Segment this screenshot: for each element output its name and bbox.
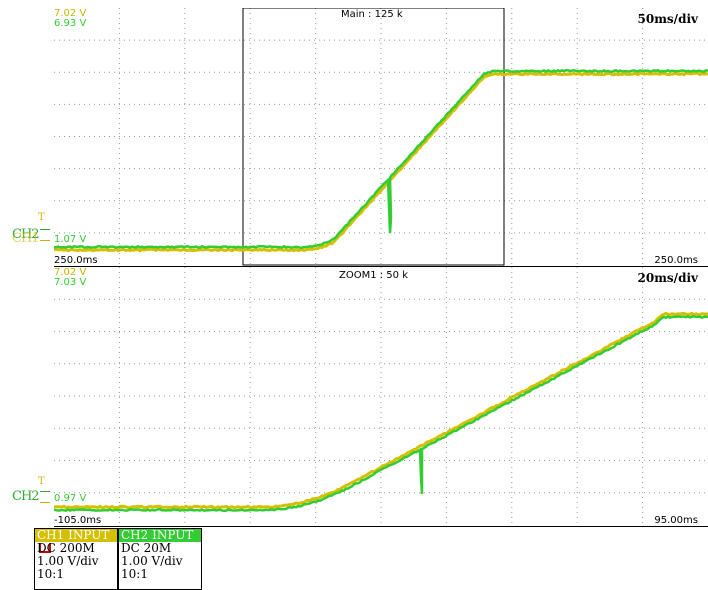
main-grid bbox=[54, 8, 708, 265]
zoom-ch2-tag: CH2 bbox=[12, 489, 39, 504]
ch2-input-box[interactable]: CH2 INPUT DC 20M 1.00 V/div 10:1 bbox=[118, 528, 202, 590]
zoom-waveform-panel[interactable]: 7.02 V 7.03 V ZOOM1 : 50 k 20ms/div 0.97… bbox=[54, 267, 708, 527]
main-ch1-trace bbox=[54, 73, 708, 250]
ch1-input-box[interactable]: CH1 INPUT DC 200M 1.00 V/div 10:1 bbox=[34, 528, 118, 590]
ch1-header-label: CH1 INPUT bbox=[37, 528, 109, 542]
main-title: Main : 125 k bbox=[341, 9, 403, 20]
zoom-time-div: 20ms/div bbox=[638, 271, 698, 285]
zoom-right-time: 95.00ms bbox=[654, 515, 698, 526]
ground-icon bbox=[40, 491, 50, 503]
main-ch-offset: 1.07 V bbox=[54, 234, 86, 245]
zoom-grid bbox=[54, 267, 708, 525]
main-time-div: 50ms/div bbox=[638, 12, 698, 26]
ground-icon bbox=[40, 229, 50, 241]
zoom-waveform-plot bbox=[54, 267, 708, 526]
zoom-ch-offset: 0.97 V bbox=[54, 493, 86, 504]
main-waveform-panel[interactable]: 7.02 V 6.93 V Main : 125 k 50ms/div 1.07… bbox=[54, 8, 708, 267]
main-trigger-marker: T bbox=[38, 212, 45, 223]
main-right-time: 250.0ms bbox=[654, 255, 698, 266]
zoom-trigger-marker: T bbox=[38, 476, 45, 487]
zoom-title: ZOOM1 : 50 k bbox=[339, 270, 408, 281]
zoom-left-time: -105.0ms bbox=[54, 515, 101, 526]
ch2-probe: 10:1 bbox=[119, 568, 201, 581]
main-waveform-plot bbox=[54, 8, 708, 266]
main-ch2-top-voltage: 6.93 V bbox=[54, 18, 86, 29]
main-ch1-tag: CH1 bbox=[12, 231, 39, 246]
main-left-time: 250.0ms bbox=[54, 255, 98, 266]
ch1-probe: 10:1 bbox=[35, 568, 117, 581]
zoom-ch2-top-voltage: 7.03 V bbox=[54, 277, 86, 288]
